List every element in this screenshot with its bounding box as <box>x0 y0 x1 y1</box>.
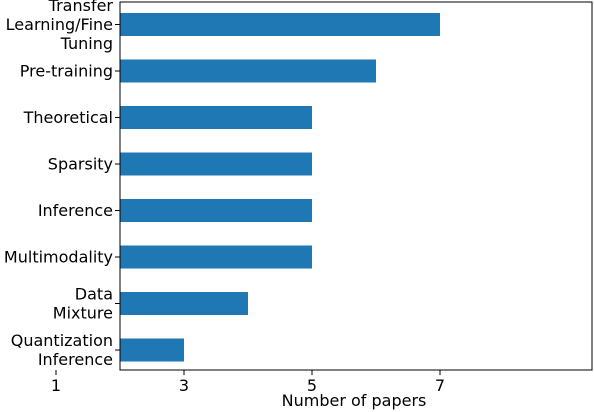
category-label-3-line-0: Sparsity <box>48 155 113 174</box>
bar-4 <box>120 199 312 222</box>
bar-0 <box>120 13 440 36</box>
bar-5 <box>120 245 312 269</box>
category-label-7-line-1: Inference <box>38 350 113 369</box>
category-label-1-line-0: Pre-training <box>20 62 113 81</box>
bar-7 <box>120 338 184 362</box>
bar-2 <box>120 106 312 129</box>
bar-6 <box>120 292 248 315</box>
category-label-7-line-0: Quantization <box>11 331 113 350</box>
x-axis-title: Number of papers <box>282 391 427 410</box>
category-label-6-line-0: Data <box>75 285 113 304</box>
category-label-2-line-0: Theoretical <box>23 108 113 127</box>
x-tick-label-3: 7 <box>435 376 445 395</box>
category-label-6-line-1: Mixture <box>53 304 113 323</box>
bar-3 <box>120 152 312 176</box>
x-tick-label-2: 5 <box>307 376 317 395</box>
x-tick-label-0: 1 <box>51 376 61 395</box>
category-label-4-line-0: Inference <box>38 201 113 220</box>
category-label-0-line-0: Transfer <box>48 0 114 15</box>
category-label-0-line-1: Learning/Fine <box>6 15 113 34</box>
category-label-5-line-0: Multimodality <box>4 248 113 267</box>
plot-frame <box>119 1 593 371</box>
x-axis-ticks: 1 3 5 7 <box>51 370 445 395</box>
category-label-0-line-2: Tuning <box>60 34 113 53</box>
bar-1 <box>120 59 376 83</box>
x-tick-label-1: 3 <box>179 376 189 395</box>
bars-group <box>120 13 440 362</box>
